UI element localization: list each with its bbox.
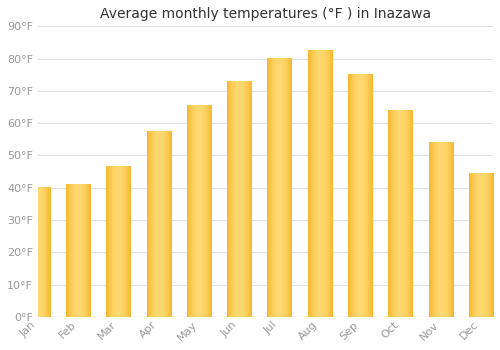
Title: Average monthly temperatures (°F ) in Inazawa: Average monthly temperatures (°F ) in In… <box>100 7 431 21</box>
